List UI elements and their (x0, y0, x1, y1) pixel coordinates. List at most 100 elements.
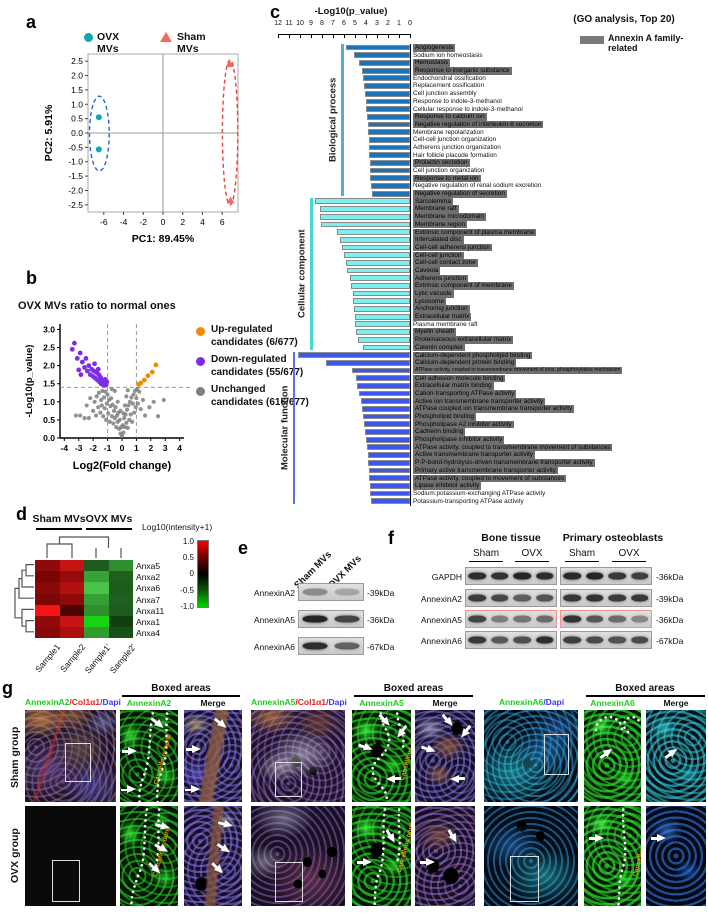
protein-band (535, 572, 554, 580)
kda-label: -36kDa (656, 615, 684, 625)
go-bar (351, 367, 410, 374)
hm-cell (84, 593, 109, 605)
hm-cell (84, 571, 109, 583)
go-row: Negative regulation of secretion (266, 190, 708, 198)
svg-text:4: 4 (200, 217, 205, 227)
go-bar (356, 375, 410, 382)
go-tick-mark (399, 34, 400, 38)
go-row: Phospholipase A2 inhibitor activity (266, 420, 708, 429)
go-bar (346, 44, 410, 51)
g-sham-a5-main (251, 710, 345, 802)
go-item-label: Angiogenesis (413, 44, 456, 52)
go-bar (368, 129, 410, 136)
svg-text:3.0: 3.0 (43, 324, 55, 334)
hm-scale-tick: 0 (189, 569, 194, 579)
arrow-icon (457, 722, 474, 739)
go-item-label: ATPase coupled ion transmembrane transpo… (413, 405, 575, 413)
go-row: Hemostasis (266, 59, 708, 67)
go-bar (350, 283, 410, 289)
go-bar (344, 252, 410, 259)
go-item-label: Membrane raft (413, 205, 459, 214)
go-row: Lytic vacuole (266, 290, 708, 298)
go-row: Cell junction assembly (266, 90, 708, 98)
go-item-label: Active transmembrane transporter activit… (413, 451, 535, 460)
f-sub-ovx-2: OVX (618, 548, 640, 559)
go-row: Response to metal ion (266, 174, 708, 183)
go-item-label: Membrane repolarization (413, 128, 484, 136)
go-row: Active transmembrane transporter activit… (266, 451, 708, 460)
svg-text:-0.5: -0.5 (68, 142, 83, 152)
arrow-icon (650, 834, 666, 843)
go-bar (355, 313, 410, 320)
volcano-title: OVX MVs ratio to normal ones (18, 300, 176, 312)
blot-strip (298, 583, 364, 601)
svg-text:-2.0: -2.0 (68, 185, 83, 195)
go-bar (339, 236, 410, 243)
go-item-label: Cell-cell junction (413, 251, 464, 260)
hm-cell (59, 627, 84, 639)
go-tick: 4 (364, 20, 368, 27)
go-tick-mark (300, 34, 301, 38)
g-ovx-a2-main (25, 806, 116, 906)
panel-f-label: f (388, 528, 394, 548)
svg-text:0: 0 (161, 217, 166, 227)
go-bar (370, 167, 410, 174)
go-bar (367, 452, 410, 458)
hm-cell (108, 560, 133, 572)
go-tick: 11 (285, 20, 293, 27)
title-part: /Col1α1 (295, 697, 327, 707)
protein-band (563, 615, 582, 623)
go-row: Adherens junction (266, 274, 708, 283)
go-bar (370, 175, 410, 182)
go-chart: -Log10(p_value) (GO analysis, Top 20) An… (266, 6, 708, 512)
protein-band (585, 594, 604, 602)
hm-scale-tick: 1.0 (182, 537, 194, 546)
g-sham-a5-merge (415, 710, 475, 802)
roi-box (544, 733, 569, 775)
go-item-label: Cell-cell contact zone (413, 259, 478, 267)
go-item-label: Response to calcium ion (413, 113, 487, 121)
go-item-label: Extracellular matrix (413, 313, 472, 321)
svg-text:0.0: 0.0 (43, 433, 55, 443)
hm-group-sham: Sham MVs (32, 513, 86, 525)
go-item-label: Negative regulation of renal sodium excr… (413, 182, 542, 190)
panel-a-label: a (26, 12, 37, 32)
sham-triangle-icon (160, 32, 172, 42)
svg-text:Log2(Fold change): Log2(Fold change) (73, 460, 172, 472)
go-row: Myelin sheath (266, 328, 708, 337)
volcano-legend-item: Unchanged candidates (616/677) (196, 384, 326, 409)
protein-band (468, 594, 487, 602)
blot-strip (465, 567, 557, 585)
go-bar (366, 436, 410, 443)
go-row: Adherens junction organization (266, 144, 708, 152)
hm-row-label: Anxa4 (136, 628, 161, 639)
f-sub-sham-1: Sham (472, 548, 500, 559)
go-bar (315, 198, 410, 205)
go-row: Membrane repolarization (266, 129, 708, 137)
svg-text:-6: -6 (100, 217, 108, 227)
go-bar (371, 190, 410, 197)
go-bar (320, 221, 410, 228)
svg-text:0.5: 0.5 (43, 415, 55, 425)
protein-band (513, 572, 532, 580)
hm-cell (84, 560, 109, 572)
go-item-label: Hair follicle placode formation (413, 151, 497, 159)
legend-dot-icon (196, 327, 205, 336)
g-title-3: AnnexinA6/Dapi (484, 697, 579, 707)
f-sub-line (565, 561, 599, 563)
go-bar (369, 475, 410, 481)
go-axis-title: -Log10(p_value) (314, 6, 388, 17)
e-row-label: AnnexinA6 (253, 642, 295, 652)
go-row: Cell-cell contact zone (266, 259, 708, 267)
title-part: /Dapi (100, 697, 121, 707)
go-tick-mark (333, 34, 334, 38)
hm-row-label: Anxa6 (136, 583, 161, 594)
go-row: Response to inorganic substance (266, 67, 708, 75)
svg-text:-1.5: -1.5 (68, 171, 83, 181)
roi-box (52, 860, 80, 902)
g-row-sham: Sham group (9, 726, 21, 788)
go-row: Cell junction organization (266, 167, 708, 175)
hm-underline-sham (36, 528, 82, 530)
blot-strip (465, 631, 557, 649)
go-row: Cell-cell junction (266, 251, 708, 260)
